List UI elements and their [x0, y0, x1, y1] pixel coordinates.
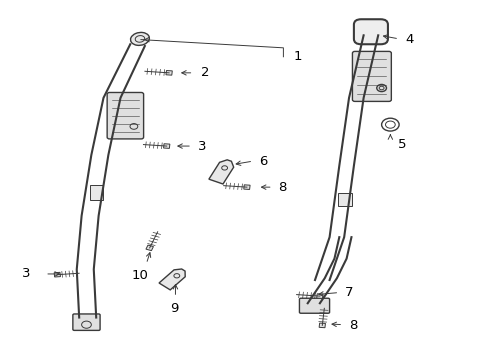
FancyBboxPatch shape: [73, 314, 100, 330]
Text: 8: 8: [348, 319, 357, 332]
Polygon shape: [54, 273, 61, 277]
Polygon shape: [165, 71, 172, 75]
Polygon shape: [159, 269, 185, 290]
Bar: [337, 193, 352, 206]
FancyBboxPatch shape: [299, 298, 329, 313]
Polygon shape: [145, 245, 153, 251]
Polygon shape: [163, 144, 169, 148]
Text: 3: 3: [22, 267, 30, 280]
Text: 9: 9: [169, 302, 178, 315]
Text: 10: 10: [132, 269, 148, 282]
Text: 8: 8: [278, 181, 286, 194]
Polygon shape: [244, 185, 249, 189]
Text: 3: 3: [198, 140, 206, 153]
Text: 4: 4: [404, 33, 412, 46]
Text: 7: 7: [345, 286, 353, 299]
Polygon shape: [319, 323, 325, 328]
Text: 2: 2: [201, 66, 209, 79]
FancyBboxPatch shape: [107, 93, 143, 139]
FancyBboxPatch shape: [352, 51, 390, 102]
Polygon shape: [316, 294, 323, 298]
Text: 1: 1: [292, 50, 301, 63]
FancyBboxPatch shape: [353, 19, 387, 44]
Bar: [90, 185, 102, 201]
Text: 6: 6: [259, 154, 267, 167]
Polygon shape: [208, 160, 233, 184]
Text: 5: 5: [397, 138, 406, 151]
Ellipse shape: [130, 32, 149, 45]
